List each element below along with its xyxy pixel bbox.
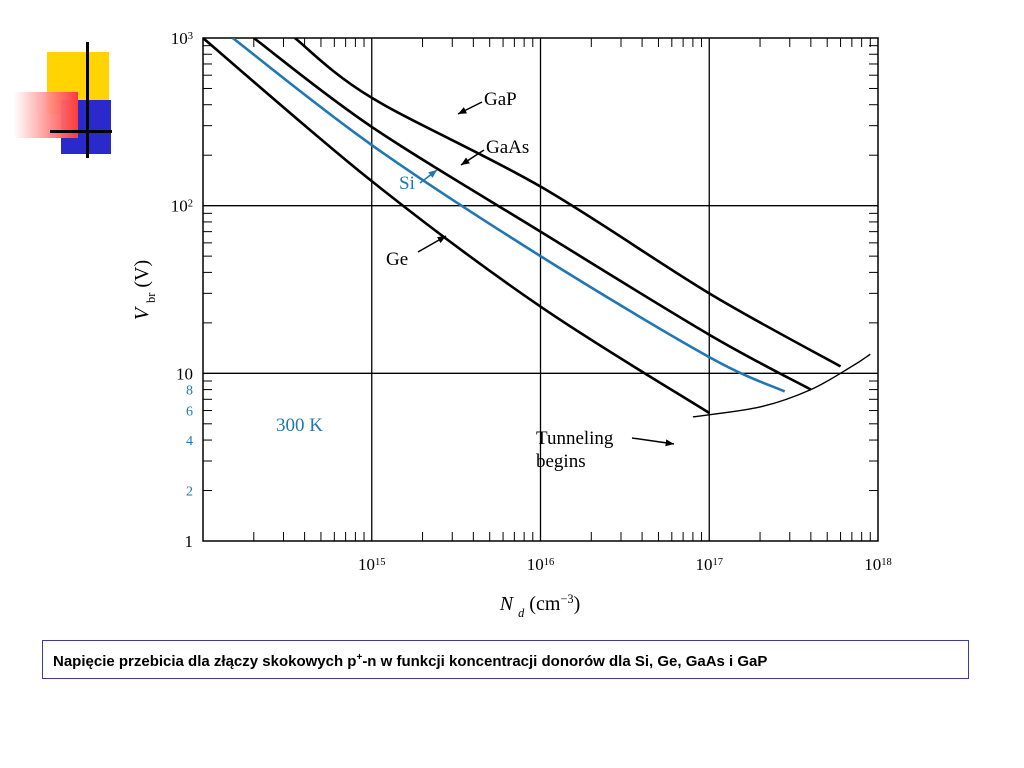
caption-text-start: Napięcie przebicia dla złączy skokowych … xyxy=(53,653,357,670)
x-tick-label-2: 1017 xyxy=(695,555,723,574)
y-tick-label-3: 103 xyxy=(171,29,193,48)
series-line-ge xyxy=(203,38,710,415)
tunneling-arrow-head xyxy=(665,439,674,447)
si-arrow-head xyxy=(428,170,437,178)
breakdown-voltage-chart: 1015 1016 1017 1018 1 10 102 103 2 4 6 8 GaP GaAs Si Ge… xyxy=(131,29,892,620)
series-line-gaas xyxy=(253,38,812,391)
series xyxy=(203,38,871,418)
caption-text-end: -n w funkcji koncentracji donorów dla Si… xyxy=(362,653,768,670)
grid xyxy=(203,38,878,541)
y-tick-label-2: 102 xyxy=(171,197,193,216)
decor-horizontal-line xyxy=(50,130,112,133)
series-line-tunneling-begins xyxy=(692,353,871,418)
y-minor-label-4: 4 xyxy=(186,434,193,449)
label-tunneling: Tunneling xyxy=(536,428,614,449)
label-tunneling-begins: begins xyxy=(536,451,586,472)
caption-superscript: + xyxy=(356,652,363,663)
series-line-si xyxy=(231,38,786,393)
y-minor-label-6: 6 xyxy=(186,405,193,420)
label-si: Si xyxy=(399,173,415,194)
label-gaas: GaAs xyxy=(486,137,529,158)
label-300k: 300 K xyxy=(276,415,323,436)
y-axis-title: V br (V) xyxy=(131,260,158,320)
y-tick-label-0: 1 xyxy=(185,532,194,551)
y-tick-label-1: 10 xyxy=(176,364,193,383)
x-tick-label-3: 1018 xyxy=(864,555,892,574)
gaas-arrow-head xyxy=(461,157,470,165)
figure-caption: Napięcie przebicia dla złączy skokowych … xyxy=(42,640,969,679)
label-gap: GaP xyxy=(484,89,517,110)
gap-arrow-head xyxy=(458,107,467,114)
series-line-gap xyxy=(294,38,842,368)
y-minor-label-2: 2 xyxy=(186,485,193,500)
x-tick-label-0: 1015 xyxy=(358,555,386,574)
decor-vertical-line xyxy=(86,42,89,158)
plot-frame xyxy=(202,37,879,542)
y-minor-label-8: 8 xyxy=(186,384,193,399)
ticks xyxy=(203,38,878,541)
ge-arrow-head xyxy=(437,236,446,244)
label-ge: Ge xyxy=(386,249,408,270)
x-axis-title: N d (cm−3) xyxy=(499,592,581,620)
x-tick-label-1: 1016 xyxy=(527,555,555,574)
labels: 1015 1016 1017 1018 1 10 102 103 2 4 6 8 GaP GaAs Si Ge… xyxy=(131,29,892,620)
